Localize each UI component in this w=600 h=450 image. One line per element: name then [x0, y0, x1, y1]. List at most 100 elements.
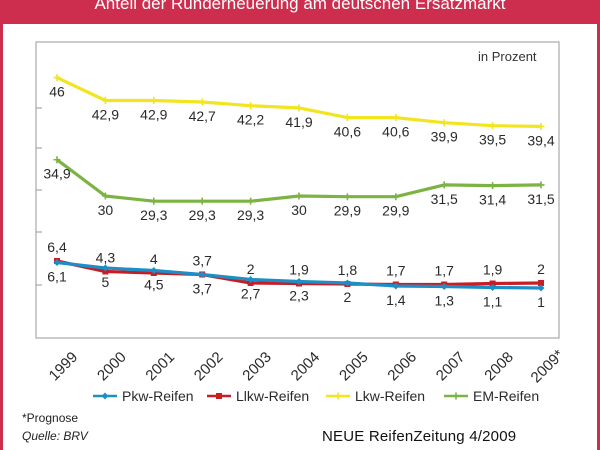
x-tick-label: 2006: [384, 349, 420, 385]
data-point: [295, 104, 303, 112]
footnote: *Prognose: [22, 411, 79, 425]
data-label: 29,3: [189, 207, 216, 223]
data-point: [247, 102, 255, 110]
data-label: 4: [150, 251, 158, 267]
data-label: 30: [291, 202, 307, 218]
data-label: 1,1: [483, 294, 503, 310]
legend-marker: [216, 393, 222, 399]
data-label: 1,7: [386, 263, 406, 279]
series-lkw: 46 42,9 42,9 42,7 42,2 41,9 40,6 40,6 39,9 39,5 39…: [49, 74, 555, 148]
data-label: 29,3: [237, 207, 264, 223]
legend-label: EM-Reifen: [473, 388, 539, 404]
data-point: [440, 181, 448, 189]
data-label: 2: [537, 261, 545, 277]
x-tick-label: 2000: [94, 349, 130, 385]
legend: Pkw-Reifen Llkw-Reifen Lkw-Reifen EM-Reifen: [93, 388, 539, 404]
data-point: [343, 114, 351, 122]
legend-label: Pkw-Reifen: [122, 388, 194, 404]
data-point: [489, 280, 496, 287]
x-tick-label: 2001: [142, 349, 178, 385]
x-tick-label: 2005: [336, 349, 372, 385]
page-frame: [0, 24, 600, 450]
data-label: 39,5: [479, 132, 506, 148]
data-label: 40,6: [382, 124, 409, 140]
data-point: [489, 284, 497, 291]
data-label: 1,9: [483, 262, 503, 278]
chart-title: Anteil der Runderneuerung am deutschen E…: [94, 0, 506, 13]
data-point: [150, 267, 158, 274]
legend-item-pkw: Pkw-Reifen: [93, 388, 194, 404]
legend-item-lkw: Lkw-Reifen: [326, 388, 425, 404]
data-point: [198, 197, 206, 205]
x-tick-label: 1999: [46, 349, 82, 385]
data-point: [150, 197, 158, 205]
data-label: 34,9: [43, 166, 70, 182]
data-point: [295, 278, 303, 285]
data-label: 46: [49, 84, 65, 100]
data-label: 42,9: [92, 107, 119, 123]
data-point: [440, 119, 448, 127]
series-layer: 46 42,9 42,9 42,7 42,2 4 1,9 40,6 40,6 39,9 39,5 39…: [43, 74, 555, 310]
x-tick-label: 2008: [481, 349, 517, 385]
data-label: 3,7: [192, 253, 212, 269]
data-point: [537, 181, 545, 189]
series-em: 34,9 30 29,3 29,3 29,3 30 29,9 29,9 31,5 31,4 31,5: [43, 156, 555, 223]
unit-label: in Prozent: [478, 49, 537, 64]
data-label: 29,3: [140, 207, 167, 223]
data-label: 30: [98, 202, 114, 218]
x-tick-label: 2002: [191, 349, 227, 385]
data-point: [538, 280, 544, 286]
data-label: 1,9: [289, 262, 309, 278]
data-point: [101, 192, 109, 200]
x-axis: 1999 2000 2001 2002 2003 2004 2005 2006 2007 2008…: [46, 346, 568, 386]
legend-label: Llkw-Reifen: [236, 388, 309, 404]
data-label: 4,3: [96, 250, 116, 266]
data-point: [198, 271, 206, 278]
x-tick-label: 2009*: [528, 346, 568, 386]
data-label: 42,2: [237, 112, 264, 128]
data-label: 1,3: [434, 293, 454, 309]
data-label: 2: [247, 261, 255, 277]
data-point: [440, 283, 448, 290]
data-label: 6,4: [47, 239, 67, 255]
source-note: Quelle: BRV: [22, 429, 88, 443]
data-point: [343, 193, 351, 201]
data-point: [101, 97, 109, 105]
legend-marker: [101, 392, 109, 400]
data-label: 39,9: [431, 129, 458, 145]
data-point: [53, 74, 61, 82]
data-point: [489, 182, 497, 190]
title-bar: Anteil der Runderneuerung am deutschen E…: [0, 0, 600, 24]
data-label: 1,8: [338, 262, 358, 278]
data-point: [53, 156, 61, 164]
data-label: 1,7: [434, 263, 454, 279]
data-label: 29,9: [334, 203, 361, 219]
data-label: 42,7: [189, 108, 216, 124]
data-label: 1: [537, 294, 545, 310]
data-point: [343, 279, 351, 287]
data-point: [150, 97, 158, 105]
data-point: [247, 197, 255, 205]
series-pkw: 6,1 5 4,5 3,7 2,7 2,3 2 1,4 1,3 1,1 1: [47, 259, 545, 310]
data-label: 2,7: [241, 286, 261, 302]
data-label: 3,7: [192, 281, 212, 297]
legend-marker: [452, 392, 460, 400]
publisher-credit: NEUE ReifenZeitung 4/2009: [322, 428, 517, 445]
data-point: [489, 122, 497, 130]
data-label: 4,5: [144, 277, 164, 293]
data-label: 6,1: [47, 269, 67, 285]
legend-label: Lkw-Reifen: [355, 388, 425, 404]
data-point: [392, 282, 400, 290]
data-label: 31,5: [431, 191, 458, 207]
data-label: 40,6: [334, 124, 361, 140]
data-label: 31,4: [479, 192, 506, 208]
data-point: [198, 98, 206, 106]
data-label: 2,3: [289, 288, 309, 304]
x-tick-label: 2007: [433, 349, 469, 385]
x-tick-label: 2003: [239, 349, 275, 385]
data-label: 5: [102, 274, 110, 290]
data-label: 39,4: [527, 132, 554, 148]
data-label: 31,5: [527, 191, 554, 207]
data-label: 42,9: [140, 107, 167, 123]
